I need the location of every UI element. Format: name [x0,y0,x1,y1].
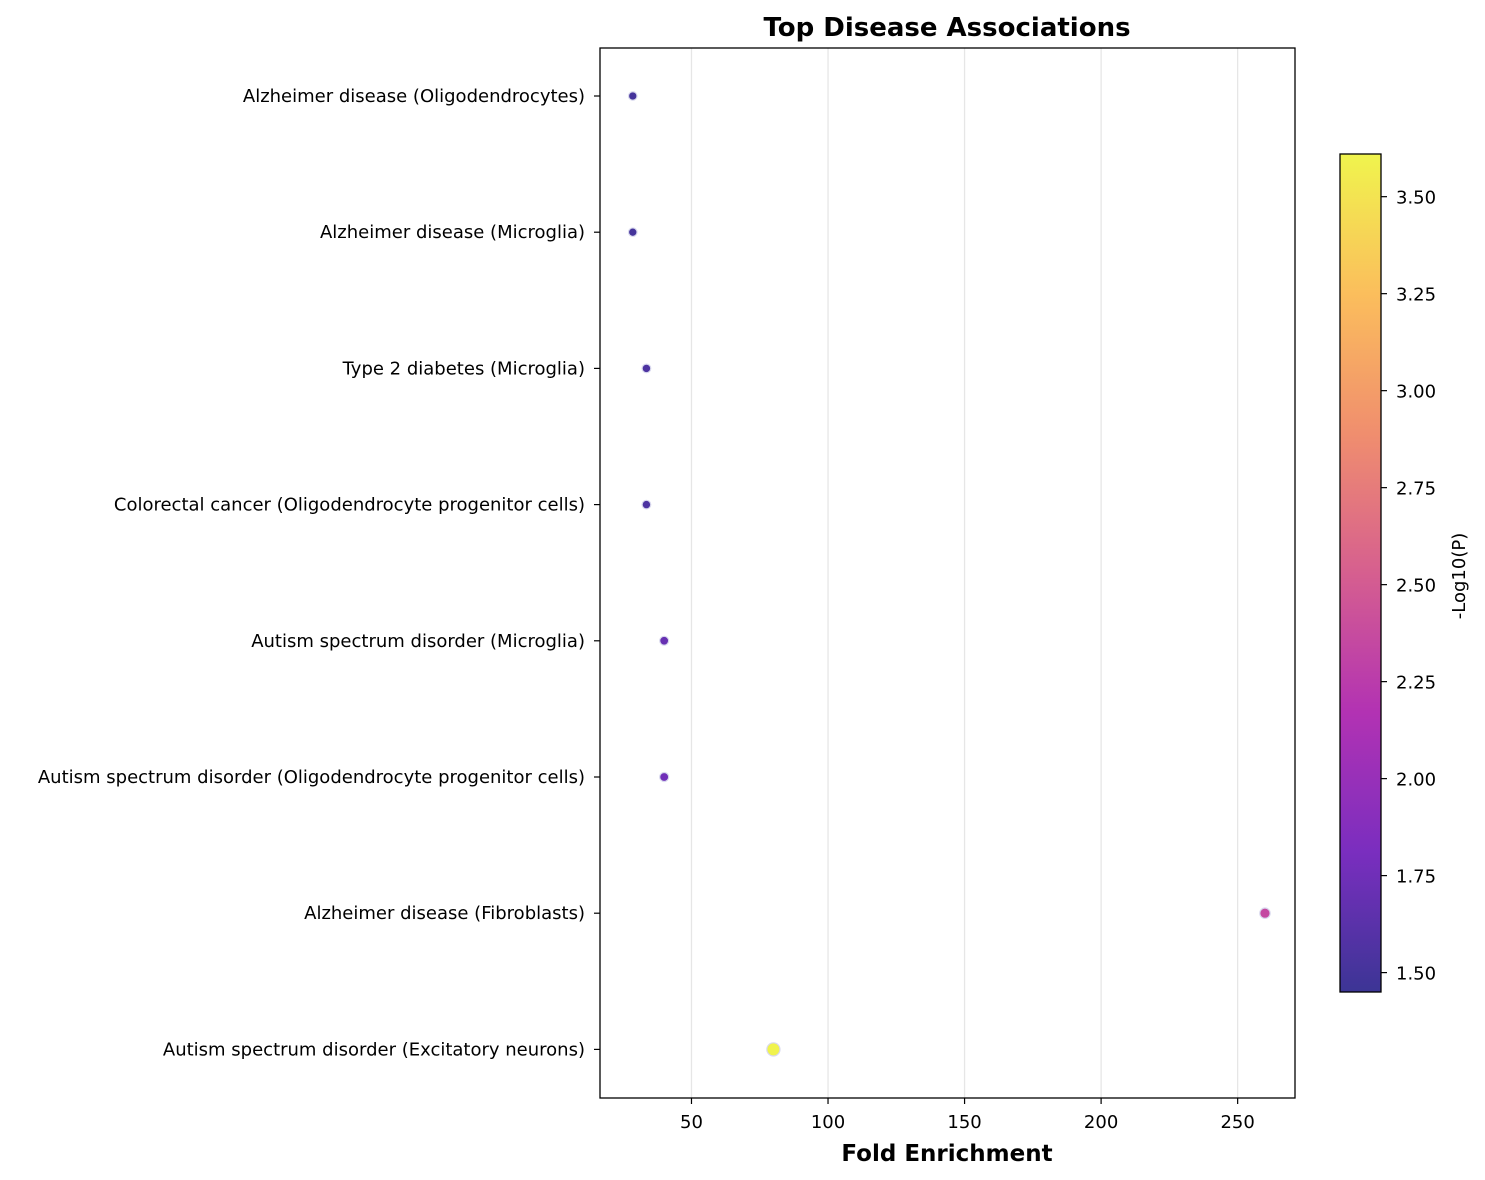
colorbar-tick-label: 1.50 [1396,964,1436,985]
y-tick-label: Alzheimer disease (Fibroblasts) [304,903,585,924]
chart-title: Top Disease Associations [763,13,1130,43]
data-point [627,91,638,101]
y-tick-label: Colorectal cancer (Oligodendrocyte proge… [114,495,585,516]
data-point [659,635,670,646]
x-tick-label: 250 [1220,1112,1254,1133]
y-tick-label: Type 2 diabetes (Microglia) [342,358,585,379]
x-tick-label: 100 [811,1112,845,1133]
data-point [627,227,638,238]
x-axis-label: Fold Enrichment [841,1141,1052,1167]
colorbar-tick-label: 3.50 [1396,188,1436,209]
y-tick-label: Alzheimer disease (Microglia) [320,222,585,243]
colorbar: 1.50 1.75 2.00 2.25 2.50 2.75 3.00 3.25 3.50 [1339,153,1436,993]
y-tick-label: Autism spectrum disorder (Excitatory neu… [163,1039,585,1060]
colorbar-gradient [1339,153,1382,993]
colorbar-tick-label: 1.75 [1396,867,1436,888]
colorbar-tick-label: 3.25 [1396,285,1436,306]
data-point [766,1042,781,1057]
y-tick-label: Autism spectrum disorder (Oligodendrocyt… [38,767,585,788]
x-gridlines [690,48,1239,1098]
x-tick-label: 50 [680,1112,703,1133]
data-point [641,363,652,374]
y-tick-label: Alzheimer disease (Oligodendrocytes) [243,86,585,107]
colorbar-tick-label: 2.00 [1396,770,1436,791]
colorbar-label: -Log10(P) [1449,533,1470,619]
colorbar-tick-label: 2.50 [1396,576,1436,597]
x-tick-label: 150 [947,1112,981,1133]
y-tick-label: Autism spectrum disorder (Microglia) [251,631,585,652]
x-axis: 50 100 150 200 250 [680,1098,1255,1133]
scatter-points [627,91,1271,1057]
y-axis: Alzheimer disease (Oligodendrocytes) Alzh… [38,86,600,1060]
data-point [641,499,652,510]
data-point [659,771,670,783]
data-point [1259,907,1271,919]
plot-frame [599,47,1296,1099]
colorbar-tick-label: 3.00 [1396,382,1436,403]
colorbar-tick-label: 2.75 [1396,479,1436,500]
x-tick-label: 200 [1084,1112,1118,1133]
colorbar-tick-label: 2.25 [1396,673,1436,694]
